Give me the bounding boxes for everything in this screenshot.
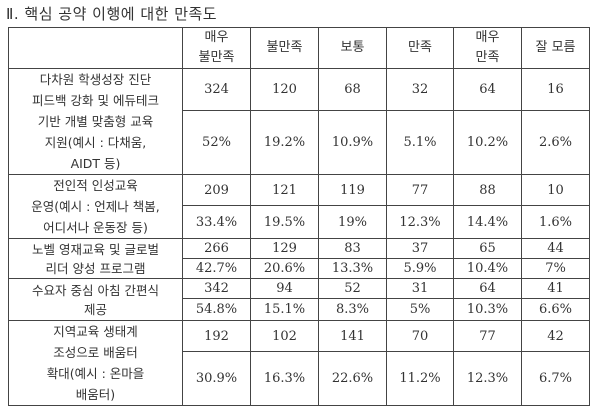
percent-cell: 16.3% (250, 351, 319, 406)
count-cell: 70 (386, 319, 454, 353)
count-cell: 31 (386, 278, 454, 299)
count-cell: 37 (386, 238, 454, 259)
percent-cell: 10.9% (318, 110, 387, 175)
percent-cell: 22.6% (318, 351, 387, 406)
table-row-percent: 52% 19.2% 10.9% 5.1% 10.2% 2.6% (9, 110, 590, 175)
table-row-percent: 42.7% 20.6% 13.3% 5.9% 10.4% 7% (9, 258, 590, 279)
percent-cell: 15.1% (250, 298, 319, 321)
percent-cell: 7% (521, 258, 590, 279)
percent-cell: 10.2% (453, 110, 522, 175)
header-neutral: 보통 (318, 27, 387, 69)
count-cell: 64 (453, 278, 522, 299)
count-cell: 64 (453, 68, 522, 111)
table-row-percent: 30.9% 16.3% 22.6% 11.2% 12.3% 6.7% (9, 351, 590, 406)
count-cell: 102 (250, 319, 319, 353)
percent-cell: 12.3% (453, 351, 522, 406)
item-label: 노벨 영재교육 및 글로벌 리더 양성 프로그램 (8, 238, 183, 279)
count-cell: 192 (182, 319, 251, 353)
item-label: 지역교육 생태계 조성으로 배움터 확대(예시 : 온마을 배움터) (8, 320, 183, 406)
header-dissatisfied: 불만족 (250, 27, 319, 69)
percent-cell: 19.5% (250, 205, 319, 239)
count-cell: 342 (182, 278, 251, 299)
count-cell: 119 (318, 173, 387, 207)
percent-cell: 1.6% (521, 205, 590, 239)
item-label: 다차원 학생성장 진단 피드백 강화 및 에듀테크 기반 개별 맞춤형 교육 지… (8, 68, 183, 175)
header-blank-cell (8, 27, 183, 69)
percent-cell: 6.6% (521, 298, 590, 321)
table-row-count: 지역교육 생태계 조성으로 배움터 확대(예시 : 온마을 배움터) 192 1… (8, 319, 590, 406)
header-very-satisfied: 매우 만족 (453, 27, 522, 69)
percent-cell: 42.7% (182, 258, 251, 279)
header-row: 매우 불만족 불만족 보통 만족 매우 만족 잘 모름 (8, 27, 590, 69)
section-title: Ⅱ. 핵심 공약 이행에 대한 만족도 (6, 5, 218, 23)
percent-cell: 14.4% (453, 205, 522, 239)
count-cell: 129 (250, 238, 319, 259)
percent-cell: 13.3% (318, 258, 387, 279)
count-cell: 88 (453, 173, 522, 207)
percent-cell: 11.2% (386, 351, 454, 406)
count-cell: 209 (182, 173, 251, 207)
item-label: 전인적 인성교육 운영(예시 : 언제나 책봄, 어디서나 운동장 등) (8, 174, 183, 239)
percent-cell: 20.6% (250, 258, 319, 279)
percent-cell: 19.2% (250, 110, 319, 175)
header-very-dissatisfied: 매우 불만족 (182, 27, 251, 69)
percent-cell: 5.9% (386, 258, 454, 279)
percent-cell: 8.3% (318, 298, 387, 321)
count-cell: 141 (318, 319, 387, 353)
percent-cell: 19% (318, 205, 387, 239)
percent-cell: 54.8% (182, 298, 251, 321)
table-row-count: 다차원 학생성장 진단 피드백 강화 및 에듀테크 기반 개별 맞춤형 교육 지… (8, 68, 590, 175)
satisfaction-table: 매우 불만족 불만족 보통 만족 매우 만족 잘 모름 다차원 학생성장 진단 피드… (8, 27, 590, 406)
percent-cell: 12.3% (386, 205, 454, 239)
count-cell: 121 (250, 173, 319, 207)
header-satisfied: 만족 (386, 27, 454, 69)
percent-cell: 5% (386, 298, 454, 321)
count-cell: 10 (521, 173, 590, 207)
percent-cell: 5.1% (386, 110, 454, 175)
table-row-count: 노벨 영재교육 및 글로벌 리더 양성 프로그램 266 129 83 37 6… (8, 238, 590, 279)
percent-cell: 52% (182, 110, 251, 175)
percent-cell: 2.6% (521, 110, 590, 175)
count-cell: 266 (182, 238, 251, 259)
count-cell: 41 (521, 278, 590, 299)
table-row-count: 수요자 중심 아침 간편식 제공 342 94 52 31 64 41 (8, 278, 590, 321)
table-row-percent: 33.4% 19.5% 19% 12.3% 14.4% 1.6% (9, 205, 590, 239)
header-dont-know: 잘 모름 (521, 27, 590, 69)
count-cell: 94 (250, 278, 319, 299)
count-cell: 65 (453, 238, 522, 259)
item-label: 수요자 중심 아침 간편식 제공 (8, 278, 183, 321)
percent-cell: 10.4% (453, 258, 522, 279)
percent-cell: 10.3% (453, 298, 522, 321)
count-cell: 16 (521, 68, 590, 111)
count-cell: 42 (521, 319, 590, 353)
count-cell: 83 (318, 238, 387, 259)
count-cell: 32 (386, 68, 454, 111)
count-cell: 120 (250, 68, 319, 111)
percent-cell: 33.4% (182, 205, 251, 239)
count-cell: 77 (386, 173, 454, 207)
table-row-count: 전인적 인성교육 운영(예시 : 언제나 책봄, 어디서나 운동장 등) 209… (8, 173, 590, 239)
percent-cell: 30.9% (182, 351, 251, 406)
count-cell: 44 (521, 238, 590, 259)
count-cell: 77 (453, 319, 522, 353)
percent-cell: 6.7% (521, 351, 590, 406)
count-cell: 68 (318, 68, 387, 111)
count-cell: 52 (318, 278, 387, 299)
count-cell: 324 (182, 68, 251, 111)
